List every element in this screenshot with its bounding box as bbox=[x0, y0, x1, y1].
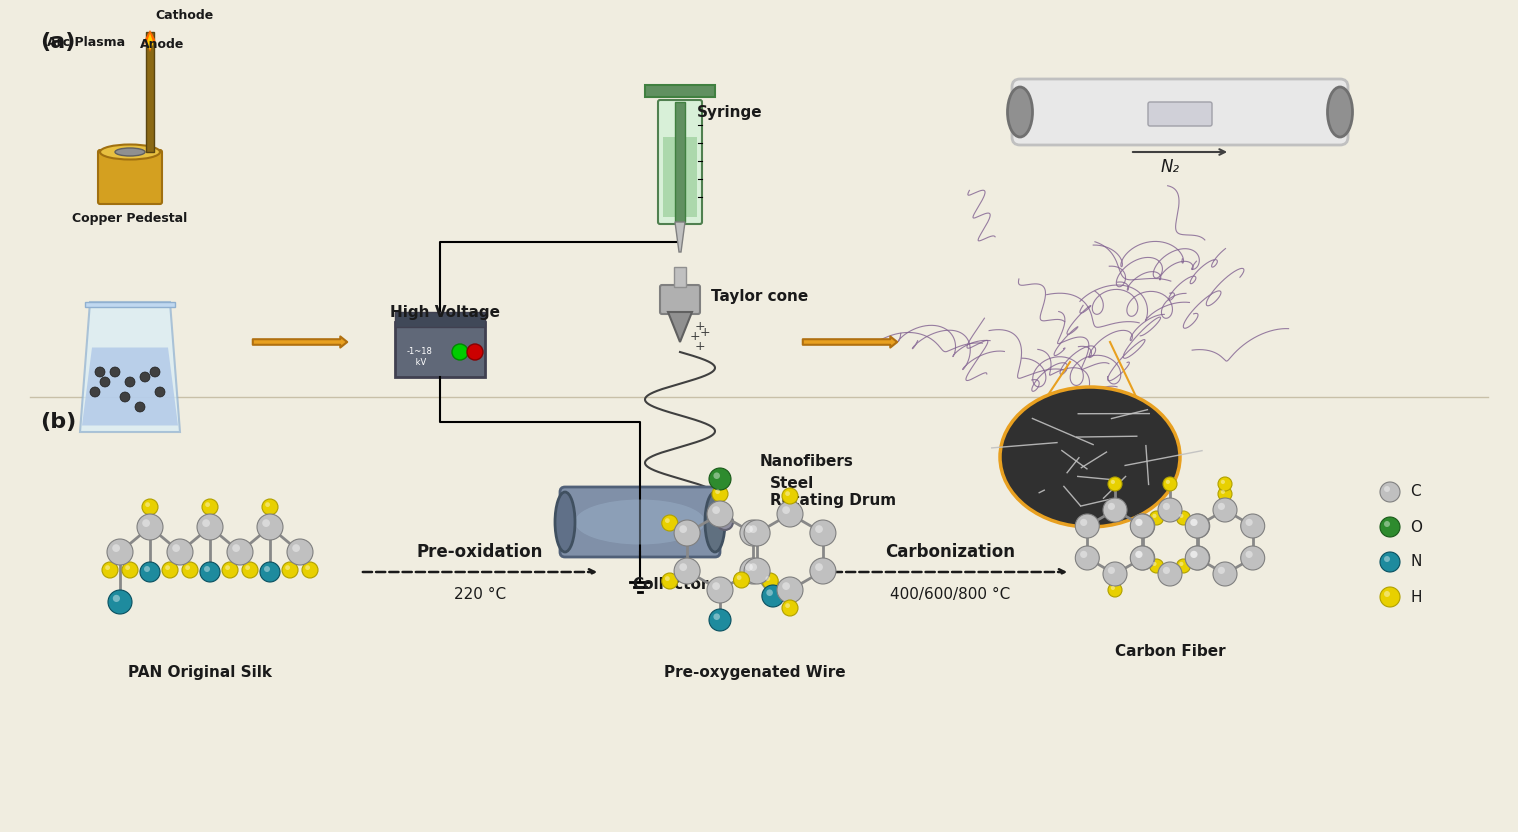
Text: C: C bbox=[1410, 484, 1421, 499]
Circle shape bbox=[109, 367, 120, 377]
Circle shape bbox=[679, 563, 688, 571]
Circle shape bbox=[1131, 546, 1155, 570]
Text: Arc Plasma: Arc Plasma bbox=[47, 36, 124, 48]
Circle shape bbox=[1152, 562, 1157, 566]
Circle shape bbox=[1158, 498, 1183, 522]
Circle shape bbox=[1186, 514, 1210, 538]
Circle shape bbox=[1163, 477, 1176, 491]
Circle shape bbox=[263, 499, 278, 515]
Circle shape bbox=[782, 582, 789, 590]
Circle shape bbox=[767, 589, 773, 596]
Circle shape bbox=[150, 367, 159, 377]
Ellipse shape bbox=[1328, 87, 1353, 137]
Ellipse shape bbox=[556, 492, 575, 552]
Circle shape bbox=[777, 501, 803, 527]
Polygon shape bbox=[80, 302, 181, 432]
Ellipse shape bbox=[100, 145, 159, 160]
Circle shape bbox=[124, 565, 131, 570]
Circle shape bbox=[1135, 551, 1142, 558]
Circle shape bbox=[263, 519, 270, 527]
Ellipse shape bbox=[575, 499, 704, 544]
Circle shape bbox=[1135, 551, 1143, 558]
Circle shape bbox=[815, 563, 823, 571]
Circle shape bbox=[1220, 490, 1225, 494]
Circle shape bbox=[765, 577, 770, 581]
FancyBboxPatch shape bbox=[657, 100, 701, 224]
Circle shape bbox=[1108, 567, 1116, 574]
Circle shape bbox=[782, 506, 789, 514]
Bar bbox=[676, 102, 685, 222]
FancyBboxPatch shape bbox=[660, 285, 700, 314]
Circle shape bbox=[1380, 482, 1400, 502]
Circle shape bbox=[96, 367, 105, 377]
Circle shape bbox=[1186, 546, 1210, 570]
Circle shape bbox=[674, 520, 700, 546]
Circle shape bbox=[782, 600, 798, 616]
Circle shape bbox=[1163, 503, 1170, 510]
Circle shape bbox=[225, 565, 231, 570]
Circle shape bbox=[1108, 503, 1116, 510]
Circle shape bbox=[1104, 562, 1126, 586]
Circle shape bbox=[1217, 503, 1225, 510]
Circle shape bbox=[1152, 514, 1157, 518]
Circle shape bbox=[144, 566, 150, 572]
Text: Steel
Rotating Drum: Steel Rotating Drum bbox=[770, 476, 896, 508]
Text: Collector: Collector bbox=[631, 577, 709, 592]
Circle shape bbox=[762, 573, 779, 589]
Circle shape bbox=[102, 562, 118, 578]
Bar bbox=[663, 137, 697, 217]
Circle shape bbox=[1190, 519, 1198, 526]
Circle shape bbox=[1135, 519, 1142, 526]
Circle shape bbox=[715, 489, 720, 494]
Circle shape bbox=[750, 525, 757, 533]
Circle shape bbox=[1213, 498, 1237, 522]
Circle shape bbox=[202, 499, 219, 515]
Text: -1~18
 kV: -1~18 kV bbox=[407, 347, 433, 367]
Circle shape bbox=[222, 562, 238, 578]
Text: +: + bbox=[700, 325, 710, 339]
Circle shape bbox=[155, 387, 165, 397]
Circle shape bbox=[1384, 556, 1390, 562]
Circle shape bbox=[106, 539, 134, 565]
Circle shape bbox=[197, 514, 223, 540]
Circle shape bbox=[1179, 562, 1184, 566]
FancyBboxPatch shape bbox=[1148, 102, 1211, 126]
Circle shape bbox=[305, 565, 310, 570]
Circle shape bbox=[1217, 477, 1233, 491]
Circle shape bbox=[712, 506, 720, 514]
Circle shape bbox=[264, 566, 270, 572]
Circle shape bbox=[739, 558, 767, 584]
Circle shape bbox=[100, 377, 109, 387]
Text: High Voltage: High Voltage bbox=[390, 305, 499, 319]
Circle shape bbox=[1240, 514, 1264, 538]
Circle shape bbox=[228, 539, 254, 565]
Circle shape bbox=[665, 518, 669, 523]
Text: N₂: N₂ bbox=[1160, 158, 1179, 176]
Circle shape bbox=[1179, 514, 1184, 518]
Circle shape bbox=[143, 519, 150, 527]
Text: Syringe: Syringe bbox=[697, 105, 764, 120]
Circle shape bbox=[1217, 567, 1225, 574]
Circle shape bbox=[1245, 551, 1252, 558]
Circle shape bbox=[811, 558, 836, 584]
Circle shape bbox=[167, 539, 193, 565]
Circle shape bbox=[137, 514, 162, 540]
Bar bbox=[645, 85, 715, 97]
Circle shape bbox=[1213, 562, 1237, 586]
Circle shape bbox=[108, 590, 132, 614]
Circle shape bbox=[744, 520, 770, 546]
Text: +: + bbox=[695, 320, 706, 334]
Circle shape bbox=[709, 609, 732, 631]
Circle shape bbox=[135, 402, 146, 412]
Text: Nanofibers: Nanofibers bbox=[761, 454, 853, 469]
Text: Pre-oxygenated Wire: Pre-oxygenated Wire bbox=[665, 665, 846, 680]
Circle shape bbox=[712, 486, 729, 502]
Circle shape bbox=[1220, 480, 1225, 484]
Circle shape bbox=[185, 565, 190, 570]
Circle shape bbox=[1081, 519, 1087, 526]
Circle shape bbox=[707, 577, 733, 603]
Text: O: O bbox=[1410, 519, 1422, 534]
Circle shape bbox=[785, 491, 789, 496]
FancyBboxPatch shape bbox=[395, 322, 484, 377]
